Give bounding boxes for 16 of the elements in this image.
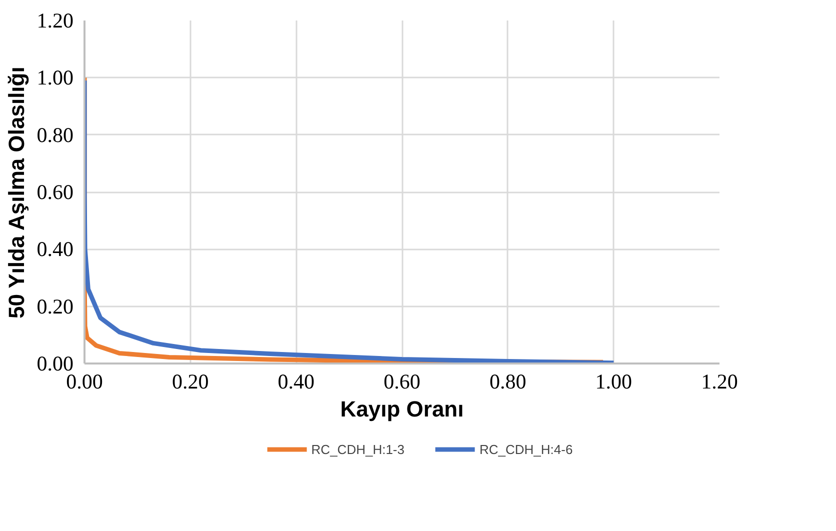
- x-tick-label: 1.00: [595, 370, 632, 394]
- y-tick-label: 0.80: [36, 122, 74, 147]
- y-tick-label: 1.20: [36, 8, 74, 32]
- x-tick-label: 0.40: [278, 370, 315, 394]
- y-tick-label: 0.20: [36, 294, 74, 318]
- y-tick-label: 0.40: [36, 237, 74, 262]
- x-axis-title: Kayıp Oranı: [340, 396, 464, 422]
- x-tick-label: 0.80: [489, 370, 526, 394]
- y-tick-label: 0.60: [36, 180, 74, 204]
- x-tick-label: 0.60: [384, 370, 420, 394]
- legend-label: RC_CDH_H:1-3: [311, 442, 404, 456]
- legend-label: RC_CDH_H:4-6: [480, 442, 573, 456]
- x-tick-label: 0.20: [172, 370, 209, 394]
- y-axis-title: 50 Yılda Aşılma Olasılığı: [4, 66, 29, 319]
- y-tick-label: 1.00: [36, 66, 74, 90]
- x-tick-label: 1.20: [701, 370, 738, 394]
